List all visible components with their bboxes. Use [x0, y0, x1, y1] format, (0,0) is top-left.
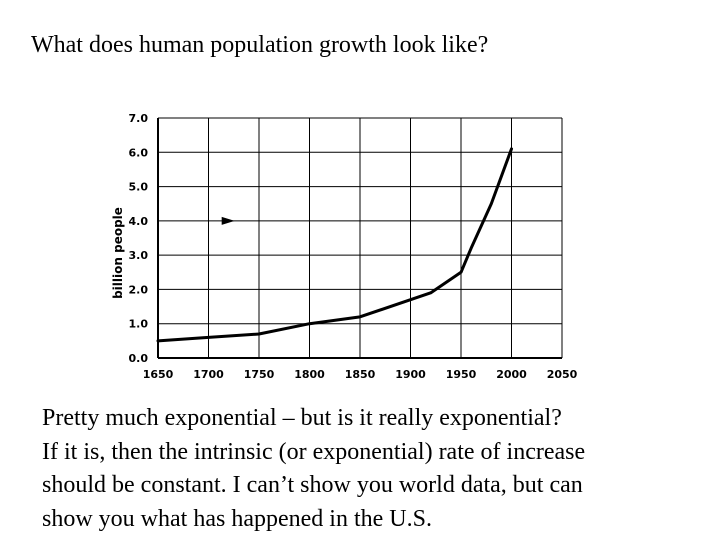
- population-chart-svg: 1650 1700 1750 1800 1850 1900 1950 2000 2050 0.0 1…: [111, 112, 578, 381]
- y-tick-label: 0.0: [129, 352, 149, 365]
- population-series-line: [156, 147, 513, 343]
- body-line-1: Pretty much exponential – but is it real…: [42, 405, 562, 431]
- slide-body: Pretty much exponential – but is it real…: [42, 402, 692, 536]
- y-tick-label: 3.0: [129, 249, 149, 262]
- slide-title: What does human population growth look l…: [31, 32, 489, 58]
- body-line-4: show you what has happened in the U.S.: [42, 505, 432, 532]
- x-tick-label: 1800: [294, 368, 325, 381]
- y-tick-label: 5.0: [129, 181, 149, 194]
- body-line-3: should be constant. I can’t show you wor…: [42, 472, 583, 498]
- x-tick-label: 1850: [345, 368, 376, 381]
- y-tick-label: 6.0: [129, 146, 149, 159]
- x-tick-label: 1650: [143, 368, 174, 381]
- x-tick-label: 1700: [193, 368, 224, 381]
- body-line-2: If it is, then the intrinsic (or exponen…: [42, 438, 586, 465]
- x-tick-label: 1950: [446, 368, 477, 381]
- y-tick-label: 4.0: [129, 215, 149, 228]
- y-tick-label: 1.0: [129, 318, 149, 331]
- x-tick-label: 1900: [395, 368, 426, 381]
- x-tick-label: 2000: [496, 368, 527, 381]
- x-tick-label: 2050: [547, 368, 578, 381]
- x-tick-label: 1750: [244, 368, 275, 381]
- arrow-annotation: [221, 216, 235, 225]
- population-chart: 1650 1700 1750 1800 1850 1900 1950 2000 2050 0.0 1…: [100, 104, 590, 394]
- y-tick-label: 7.0: [129, 112, 149, 125]
- y-axis-label: billion people: [111, 207, 125, 299]
- y-tick-label: 2.0: [129, 283, 149, 296]
